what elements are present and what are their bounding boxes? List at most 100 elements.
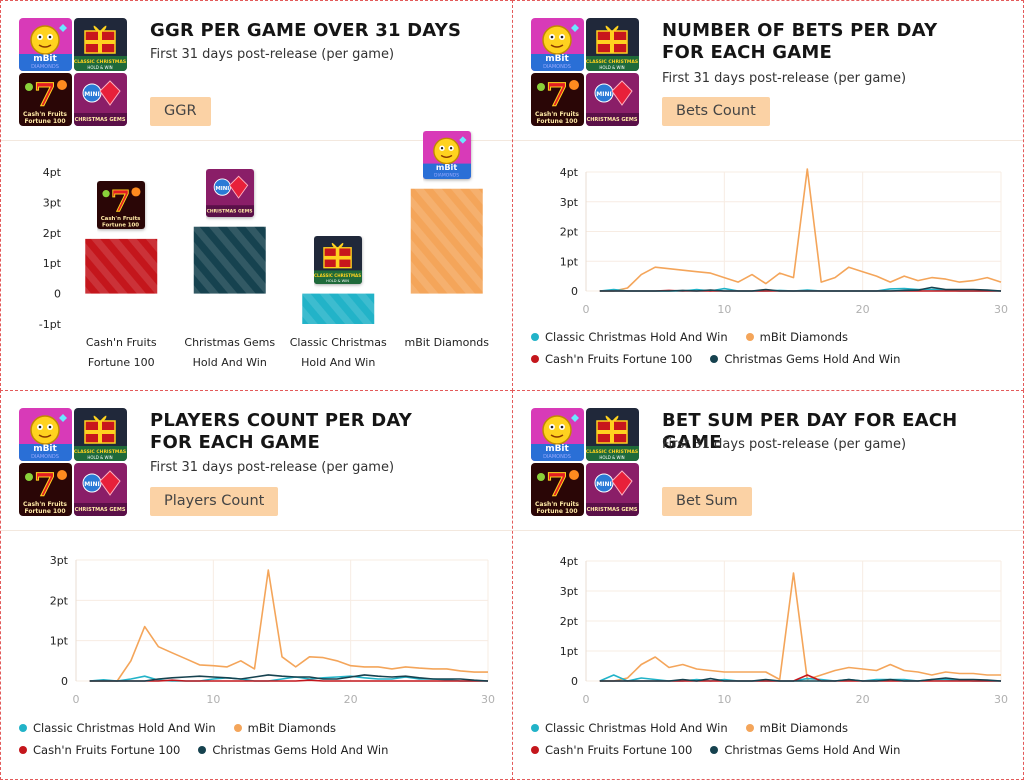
panel-subtitle: First 31 days post-release (per game) [150,47,395,62]
bar-cash[interactable] [85,238,158,294]
metric-pill[interactable]: Players Count [150,487,279,516]
y-tick-label: 0 [571,285,578,298]
legend-label: Classic Christmas Hold And Win [33,721,216,735]
series-line-mbit[interactable] [599,168,1002,292]
series-line-gems[interactable] [599,677,1002,682]
thumb-logo-subtext: DIAMONDS [31,454,59,460]
thumb-logo-subtext: Fortune 100 [536,508,577,515]
thumb-logo-text: mBit [33,54,57,64]
y-tick-label: 0 [54,288,61,301]
x-tick-label: 30 [481,693,495,706]
series-line-cash[interactable] [89,679,488,682]
cash-game-thumbnail: 7 Cash'n Fruits Fortune 100 [19,73,72,126]
thumb-logo-text: 7 [546,466,568,504]
thumb-logo-subtext: Cash'n Fruits [535,501,579,508]
series-line-gems[interactable] [599,286,1002,292]
chart-legend: Classic Christmas Hold And Win mBit Diamo… [531,717,1023,761]
series-line-mbit[interactable] [89,569,488,682]
bar-gems[interactable] [193,226,266,294]
legend-item-gems[interactable]: Christmas Gems Hold And Win [198,739,388,761]
legend-item-gems[interactable]: Christmas Gems Hold And Win [710,348,900,370]
legend-label: Cash'n Fruits Fortune 100 [545,743,693,757]
panel-title: BET SUM PER DAY FOR EACH GAME [662,410,958,453]
y-tick-label: 3pt [560,196,579,209]
thumb-logo-text: MINI [84,91,99,98]
game-thumbnails: mBit DIAMONDS CLASSIC CHRISTMAS HOLD & WIN 7… [19,18,127,126]
thumb-logo-text: MINI [596,91,611,98]
thumb-logo-text: mBit [545,54,569,64]
legend-item-mbit[interactable]: mBit Diamonds [233,717,336,739]
legend-item-cash[interactable]: Cash'n Fruits Fortune 100 [531,739,692,761]
legend-label: Classic Christmas Hold And Win [545,330,728,344]
game-thumbnails: mBit DIAMONDS CLASSIC CHRISTMAS HOLD & WIN 7… [19,408,127,516]
x-category-label: Classic Christmas Hold And Win [290,336,387,369]
legend-marker [19,724,27,732]
legend-item-classic[interactable]: Classic Christmas Hold And Win [531,717,728,739]
x-category-label: mBit Diamonds [404,336,489,349]
x-tick-label: 20 [856,303,870,316]
legend-item-cash[interactable]: Cash'n Fruits Fortune 100 [19,739,180,761]
x-tick-label: 20 [344,693,358,706]
thumb-logo-subtext: Cash'n Fruits [23,111,67,118]
legend-label: mBit Diamonds [759,330,848,344]
gems-game-thumbnail: MINI CHRISTMAS GEMS [74,463,127,516]
metric-pill[interactable]: Bets Count [662,97,770,126]
chart-legend: Classic Christmas Hold And Win mBit Diamo… [531,326,1023,370]
metric-pill[interactable]: Bet Sum [662,487,752,516]
y-tick-label: 0 [571,675,578,688]
panel-title: NUMBER OF BETS PER DAY FOR EACH GAME [662,20,938,63]
thumb-logo-text: MINI [215,186,229,192]
classic-game-thumbnail: CLASSIC CHRISTMAS HOLD & WIN [74,18,127,71]
classic-game-thumbnail: CLASSIC CHRISTMAS HOLD & WIN [74,408,127,461]
legend-item-mbit[interactable]: mBit Diamonds [745,326,848,348]
series-line-mbit[interactable] [599,572,1001,682]
legend-marker [531,746,539,754]
thumb-logo-subtext: Cash'n Fruits [23,501,67,508]
legend-marker [19,746,27,754]
metric-pill[interactable]: GGR [150,97,211,126]
game-thumbnails: mBit DIAMONDS CLASSIC CHRISTMAS HOLD & WIN 7… [531,18,639,126]
bar-classic[interactable] [302,293,375,324]
thumb-logo-text: CLASSIC CHRISTMAS [314,272,361,277]
x-tick-label: 10 [206,693,220,706]
legend-marker [531,355,539,363]
cash-game-thumbnail: 7 Cash'n Fruits Fortune 100 [19,463,72,516]
thumb-logo-subtext: Fortune 100 [102,222,139,228]
gems-bar-icon: MINI CHRISTMAS GEMS [205,168,254,217]
gems-game-thumbnail: MINI CHRISTMAS GEMS [74,73,127,126]
mbit-game-thumbnail: mBit DIAMONDS [19,408,72,461]
panel-title: PLAYERS COUNT PER DAY FOR EACH GAME [150,410,413,453]
y-tick-label: 3pt [50,554,69,567]
players-line-chart: 0 1pt 2pt 3pt 0 10 20 30 [50,554,495,706]
panel-header: mBit DIAMONDS CLASSIC CHRISTMAS HOLD & WIN 7… [1,391,512,531]
x-tick-label: 10 [717,693,731,706]
thumb-logo-text: 7 [34,76,56,114]
series-line-gems[interactable] [89,674,489,682]
thumb-logo-subtext: HOLD & WIN [326,279,349,283]
thumb-logo-text: CLASSIC CHRISTMAS [586,449,638,455]
legend-item-gems[interactable]: Christmas Gems Hold And Win [710,739,900,761]
legend-item-cash[interactable]: Cash'n Fruits Fortune 100 [531,348,692,370]
thumb-logo-subtext: Cash'n Fruits [535,111,579,118]
legend-marker [233,724,242,732]
thumb-logo-subtext: CHRISTMAS GEMS [206,208,252,214]
thumb-logo-text: 7 [34,466,56,504]
panel-header: mBit DIAMONDS CLASSIC CHRISTMAS HOLD & WIN 7… [1,1,512,141]
panel-subtitle: First 31 days post-release (per game) [662,71,907,86]
x-tick-label: 0 [583,303,590,316]
panel-subtitle: First 31 days post-release (per game) [150,460,395,475]
bet-sum-panel: mBit DIAMONDS CLASSIC CHRISTMAS HOLD & WIN 7… [512,390,1024,780]
gems-game-thumbnail: MINI CHRISTMAS GEMS [586,463,639,516]
legend-item-classic[interactable]: Classic Christmas Hold And Win [531,326,728,348]
legend-marker [710,746,719,754]
legend-item-classic[interactable]: Classic Christmas Hold And Win [19,717,216,739]
bar-mbit[interactable] [410,188,483,294]
panel-subtitle: First 31 days post-release (per game) [662,437,907,452]
x-tick-label: 30 [994,303,1008,316]
legend-marker [531,333,539,341]
legend-item-mbit[interactable]: mBit Diamonds [745,717,848,739]
thumb-logo-text: CLASSIC CHRISTMAS [74,449,126,455]
thumb-logo-subtext: DIAMONDS [543,64,571,70]
thumb-logo-text: mBit [436,162,457,172]
